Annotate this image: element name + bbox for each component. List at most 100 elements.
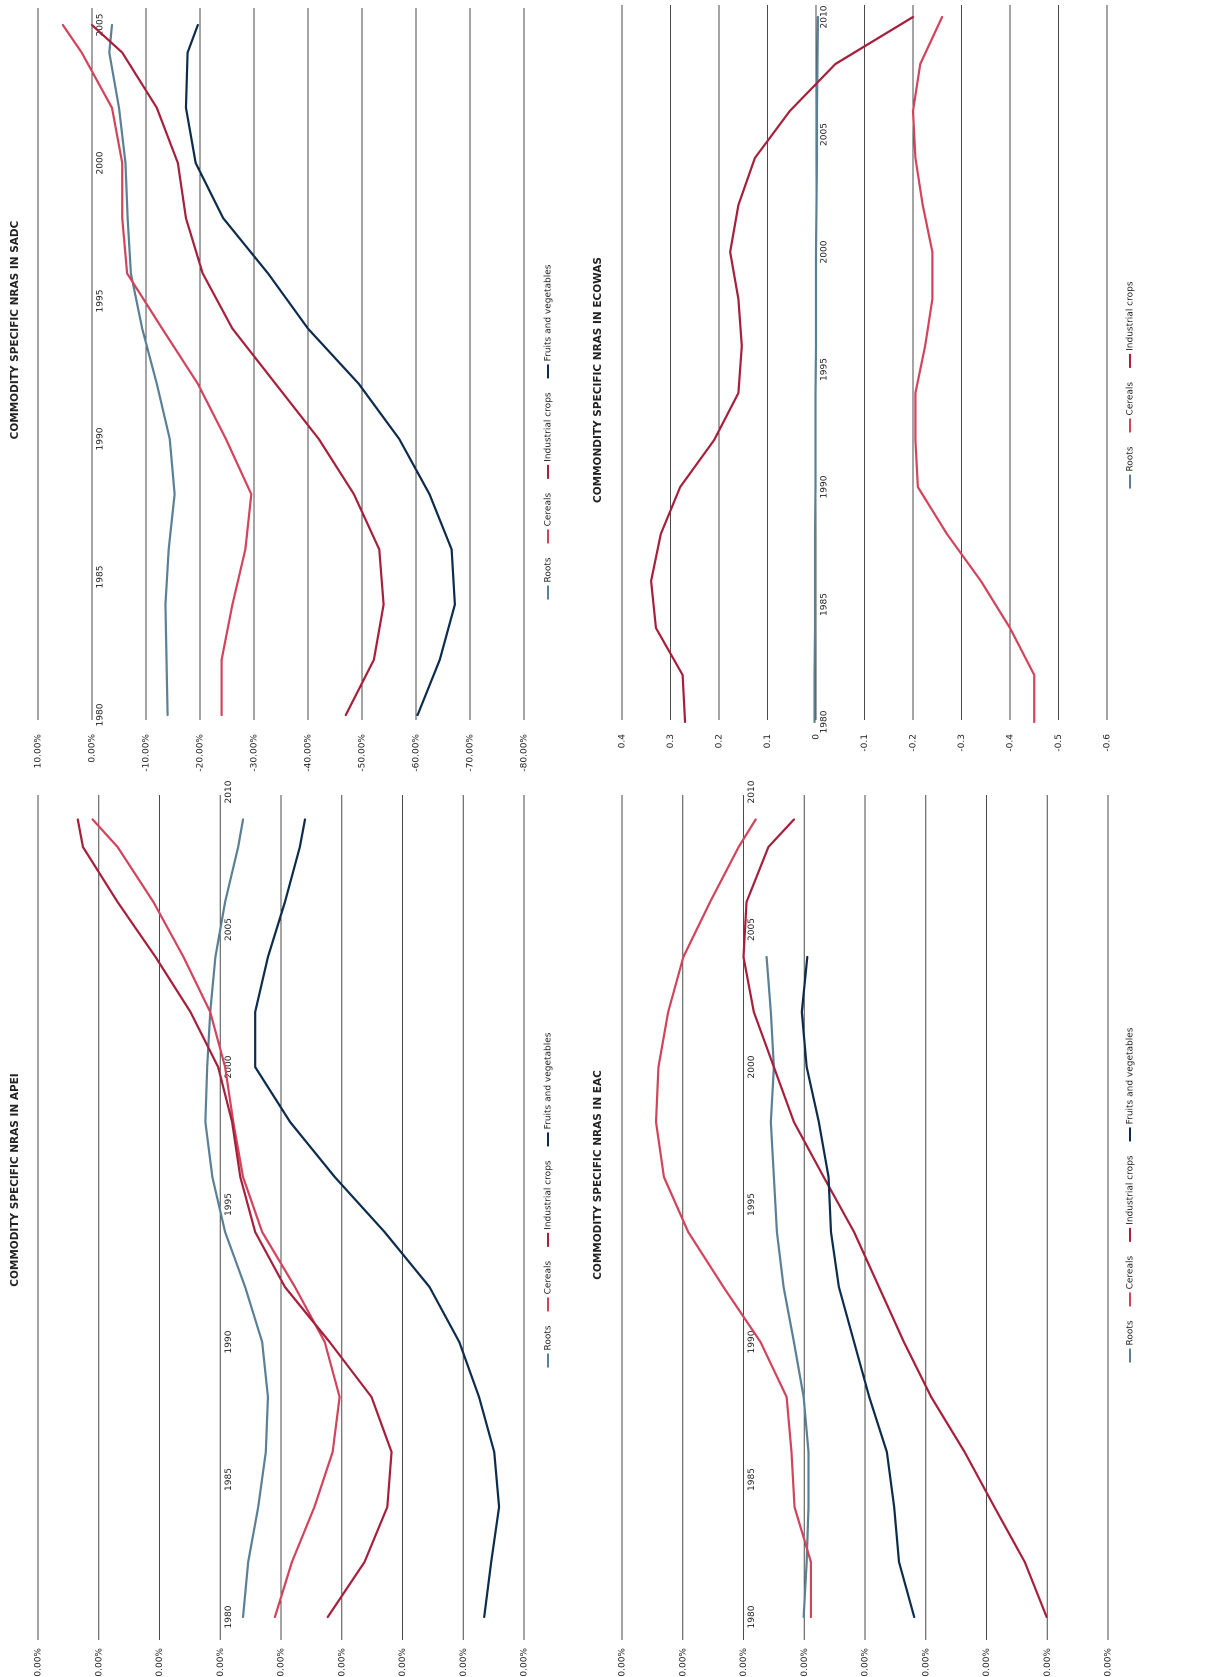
y-tick-label: 0.00% [739, 1648, 749, 1677]
x-tick-label: 2000 [747, 1055, 757, 1078]
legend-label: Roots [544, 557, 554, 582]
y-tick-label: 40.00% [94, 1648, 104, 1677]
x-tick-label: 1995 [96, 290, 106, 313]
legend: Roots Cereals Industrial crops Fruits and v… [544, 1032, 554, 1368]
y-tick-label: -20.00% [196, 734, 206, 772]
y-tick-label: -0.4 [1006, 734, 1016, 752]
legend-label: Industrial crops [544, 392, 554, 462]
x-tick-label: 1985 [820, 593, 830, 616]
x-tick-label: 2005 [747, 918, 757, 941]
x-tick-label: 1985 [224, 1468, 234, 1491]
series-line [800, 955, 916, 1619]
chart-title: COMMODITY SPECIFIC NRAS IN SADC [9, 220, 21, 439]
x-tick-label: 1995 [224, 1193, 234, 1216]
x-tick-label: 2005 [96, 14, 106, 37]
series-line [654, 818, 813, 1619]
y-tick-label: 0.1 [763, 734, 773, 748]
x-tick-label: 2005 [820, 123, 830, 146]
y-tick-label: -40.00% [982, 1648, 992, 1677]
x-tick-label: 1990 [747, 1330, 757, 1353]
y-tick-label: -100.00% [520, 1648, 530, 1677]
y-tick-label: -0.2 [909, 734, 919, 752]
legend: Roots Cereals Industrial crops [1126, 281, 1136, 489]
series-line [204, 818, 270, 1619]
y-tick-label: 20.00% [618, 1648, 628, 1677]
y-tick-label: 0.2 [715, 734, 725, 748]
y-tick-label: 0.4 [618, 734, 628, 749]
x-tick-label: 2005 [224, 918, 234, 941]
legend-label: Cereals [1126, 1256, 1136, 1290]
y-tick-label: -80.00% [520, 734, 530, 772]
x-tick-label: 1985 [747, 1468, 757, 1491]
x-tick-label: 1990 [224, 1330, 234, 1353]
series-line [91, 818, 341, 1619]
y-tick-label: -60.00% [398, 1648, 408, 1677]
legend-label: Roots [544, 1325, 554, 1350]
y-tick-label: -30.00% [921, 1648, 931, 1677]
series-line [108, 23, 176, 717]
chart-title: COMMODITY SPECIFIC NRAS IN EAC [592, 1070, 604, 1280]
series-line [765, 955, 810, 1619]
y-tick-label: 0.3 [666, 734, 676, 748]
y-tick-label: -0.3 [957, 734, 967, 752]
series-line [650, 15, 915, 724]
y-tick-label: -50.00% [358, 734, 368, 772]
series-line [911, 15, 1036, 724]
x-tick-label: 2000 [820, 240, 830, 263]
y-tick-label: -50.00% [1043, 1648, 1053, 1677]
x-tick-label: 2010 [747, 780, 757, 803]
x-tick-label: 1995 [747, 1193, 757, 1216]
y-tick-label: 10.00% [34, 734, 44, 769]
legend-label: Cereals [1126, 382, 1136, 416]
y-tick-label: -40.00% [337, 1648, 347, 1677]
y-tick-label: -70.00% [466, 734, 476, 772]
legend-label: Fruits and vegetables [1126, 1027, 1136, 1124]
series-line [742, 818, 1048, 1619]
x-tick-label: 1990 [820, 475, 830, 498]
x-tick-label: 1980 [224, 1605, 234, 1628]
series-line [76, 818, 393, 1619]
y-tick-label: -40.00% [304, 734, 314, 772]
y-tick-label: -10.00% [142, 734, 152, 772]
legend-label: Cereals [544, 1261, 554, 1295]
y-tick-label: -20.00% [277, 1648, 287, 1677]
y-tick-label: 0 [812, 734, 822, 740]
y-tick-label: -20.00% [861, 1648, 871, 1677]
y-tick-label: 20.00% [155, 1648, 165, 1677]
y-tick-label: -30.00% [250, 734, 260, 772]
y-tick-label: -80.00% [459, 1648, 469, 1677]
series-line [61, 23, 253, 717]
x-tick-label: 1980 [820, 710, 830, 733]
y-tick-label: -0.6 [1103, 734, 1113, 752]
series-line [254, 818, 501, 1619]
y-tick-label: 60.00% [34, 1648, 44, 1677]
x-tick-label: 2000 [96, 151, 106, 174]
y-tick-label: 0.00% [216, 1648, 226, 1677]
legend-label: Industrial crops [1126, 1155, 1136, 1225]
y-tick-label: -0.1 [860, 734, 870, 752]
legend-label: Fruits and vegetables [544, 1032, 554, 1129]
x-tick-label: 1995 [820, 358, 830, 381]
x-tick-label: 1980 [747, 1605, 757, 1628]
chart-title: COMMODITY SPECIFIC NRAS IN APEI [9, 1073, 21, 1286]
series-line [184, 23, 456, 717]
x-tick-label: 1980 [96, 703, 106, 726]
legend: Roots Cereals Industrial crops Fruits and v… [1126, 1027, 1136, 1363]
y-tick-label: 0.00% [88, 734, 98, 763]
x-tick-label: 2000 [224, 1055, 234, 1078]
x-tick-label: 1990 [96, 427, 106, 450]
y-tick-label: 10.00% [678, 1648, 688, 1677]
legend-label: Industrial crops [1126, 281, 1136, 351]
rotated-frame: COMMODITY SPECIFIC NRAS IN APEI 60.00% 40.… [9, 5, 1136, 1677]
legend: Roots Cereals Industrial crops Fruits and v… [544, 264, 554, 600]
y-tick-label: -60.00% [1104, 1648, 1114, 1677]
y-tick-label: -60.00% [412, 734, 422, 772]
x-tick-label: 2010 [224, 780, 234, 803]
chart-title: COMMONDITY SPECIFIC NRAS IN ECOWAS [592, 257, 604, 503]
legend-label: Industrial crops [544, 1160, 554, 1230]
legend-label: Roots [1126, 1320, 1136, 1345]
y-tick-label: -10.00% [800, 1648, 810, 1677]
legend-label: Cereals [544, 493, 554, 527]
